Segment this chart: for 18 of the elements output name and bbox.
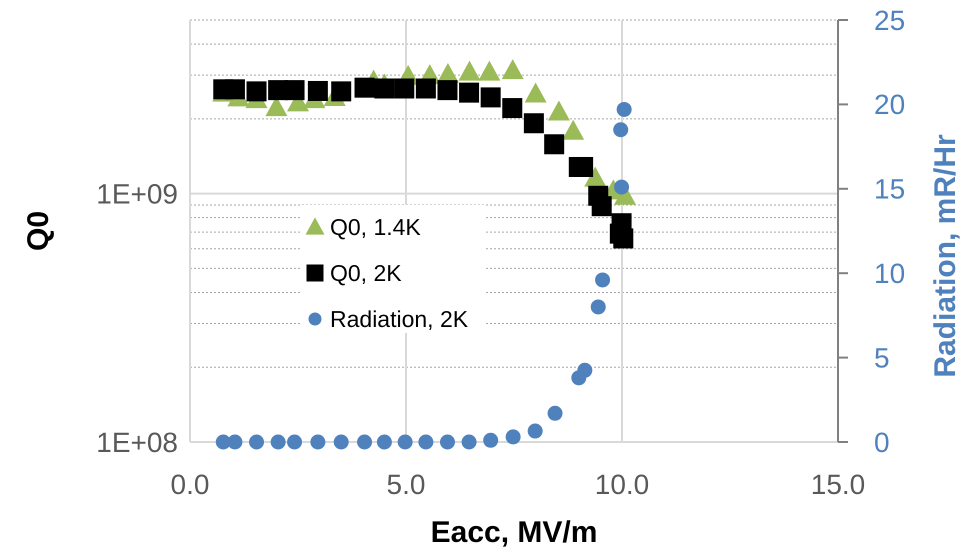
y2-axis-title: Radiation, mR/Hr — [929, 134, 962, 378]
x-tick-label: 0.0 — [170, 469, 210, 500]
x-tick-label: 5.0 — [386, 469, 426, 500]
y-axis-title: Q0 — [22, 210, 55, 252]
legend-label: Radiation, 2K — [330, 306, 469, 332]
legend-label: Q0, 1.4K — [330, 214, 422, 240]
legend-label: Q0, 2K — [330, 260, 402, 286]
y2-tick-label: 20 — [874, 89, 906, 120]
x-tick-label: 10.0 — [594, 469, 650, 500]
y2-tick-label: 5 — [874, 342, 890, 374]
x-axis-title: Eacc, MV/m — [430, 516, 598, 549]
x-tick-label: 15.0 — [810, 469, 866, 500]
y2-tick-label: 25 — [874, 4, 906, 36]
y2-tick-label: 10 — [874, 258, 906, 289]
y2-tick-label: 0 — [874, 426, 890, 458]
y2-tick-label: 15 — [874, 174, 906, 205]
y-tick-label: 1E+09 — [96, 178, 178, 210]
y-tick-label: 1E+08 — [96, 426, 178, 458]
